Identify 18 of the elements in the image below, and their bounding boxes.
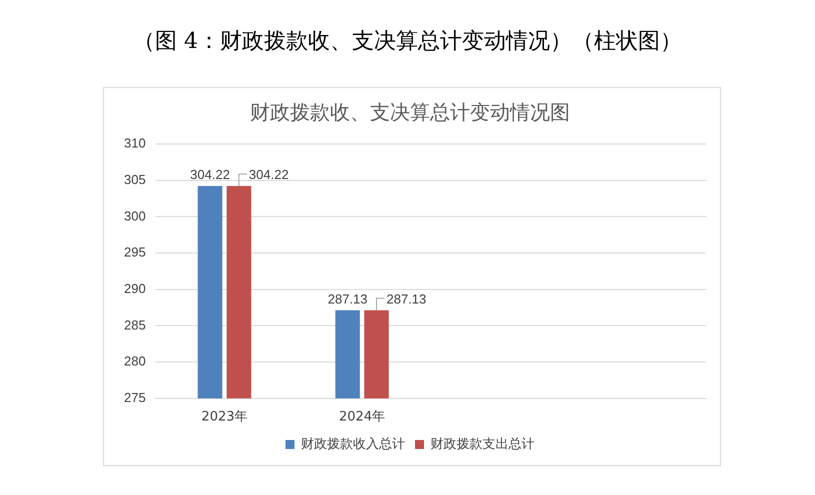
legend-label: 财政拨款收入总计 (301, 436, 405, 452)
data-label: 304.22 (190, 167, 230, 182)
y-tick-label: 310 (124, 136, 146, 151)
chart-subtitle: （图 4：财政拨款收、支决算总计变动情况）（柱状图） (132, 28, 683, 56)
data-label: 287.13 (328, 291, 368, 306)
y-tick-label: 290 (124, 280, 146, 296)
data-label: 287.13 (386, 291, 426, 306)
data-label: 304.22 (248, 167, 289, 182)
y-tick-label: 275 (124, 390, 146, 405)
y-tick-label: 280 (124, 354, 146, 369)
y-tick-label: 285 (124, 317, 146, 332)
y-tick-label: 300 (124, 208, 146, 224)
x-tick-label: 2023年 (201, 410, 248, 425)
chart-title: 财政拨款收、支决算总计变动情况图 (250, 100, 570, 124)
legend-label: 财政拨款支出总计 (430, 436, 534, 452)
x-tick-label: 2024年 (339, 410, 386, 425)
y-tick-label: 295 (124, 244, 146, 260)
y-tick-label: 305 (124, 172, 146, 187)
